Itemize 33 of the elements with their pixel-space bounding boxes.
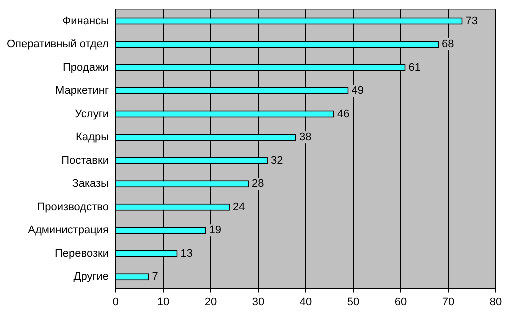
y-tick-label: Услуги bbox=[75, 108, 109, 120]
x-tick-label: 10 bbox=[157, 296, 170, 308]
y-tick-label: Другие bbox=[74, 271, 109, 284]
data-label: 49 bbox=[352, 85, 364, 98]
x-tick-label: 80 bbox=[490, 296, 502, 308]
data-label: 13 bbox=[180, 248, 193, 260]
y-tick-label: Кадры bbox=[76, 132, 110, 144]
data-label: 68 bbox=[442, 38, 454, 51]
y-tick-label: Продажи bbox=[63, 62, 109, 74]
data-label: 7 bbox=[152, 271, 158, 284]
y-tick-label: Заказы bbox=[72, 178, 110, 190]
x-tick-label: 20 bbox=[204, 296, 218, 308]
y-tick-label: Производство bbox=[37, 201, 109, 214]
data-label: 61 bbox=[408, 62, 421, 74]
data-label: 28 bbox=[252, 178, 264, 190]
x-tick-label: 70 bbox=[442, 296, 455, 308]
data-label: 19 bbox=[209, 224, 222, 237]
x-tick-label: 60 bbox=[394, 296, 408, 308]
y-tick-label: Финансы bbox=[62, 15, 110, 28]
x-tick-label: 50 bbox=[347, 296, 360, 308]
x-tick-label: 40 bbox=[300, 296, 312, 308]
data-label: 46 bbox=[337, 108, 350, 120]
data-label: 38 bbox=[299, 132, 312, 144]
data-label: 73 bbox=[466, 15, 478, 28]
data-label: 24 bbox=[232, 201, 246, 214]
y-tick-label: Маркетинг bbox=[55, 85, 109, 98]
y-tick-label: Перевозки bbox=[54, 248, 109, 260]
y-tick-label: Поставки bbox=[62, 154, 109, 167]
x-tick-label: 0 bbox=[112, 296, 120, 308]
y-tick-label: Оперативный отдел bbox=[6, 38, 109, 51]
x-tick-label: 30 bbox=[252, 296, 265, 308]
y-tick-label: Администрация bbox=[28, 224, 110, 237]
data-label: 32 bbox=[270, 154, 284, 167]
